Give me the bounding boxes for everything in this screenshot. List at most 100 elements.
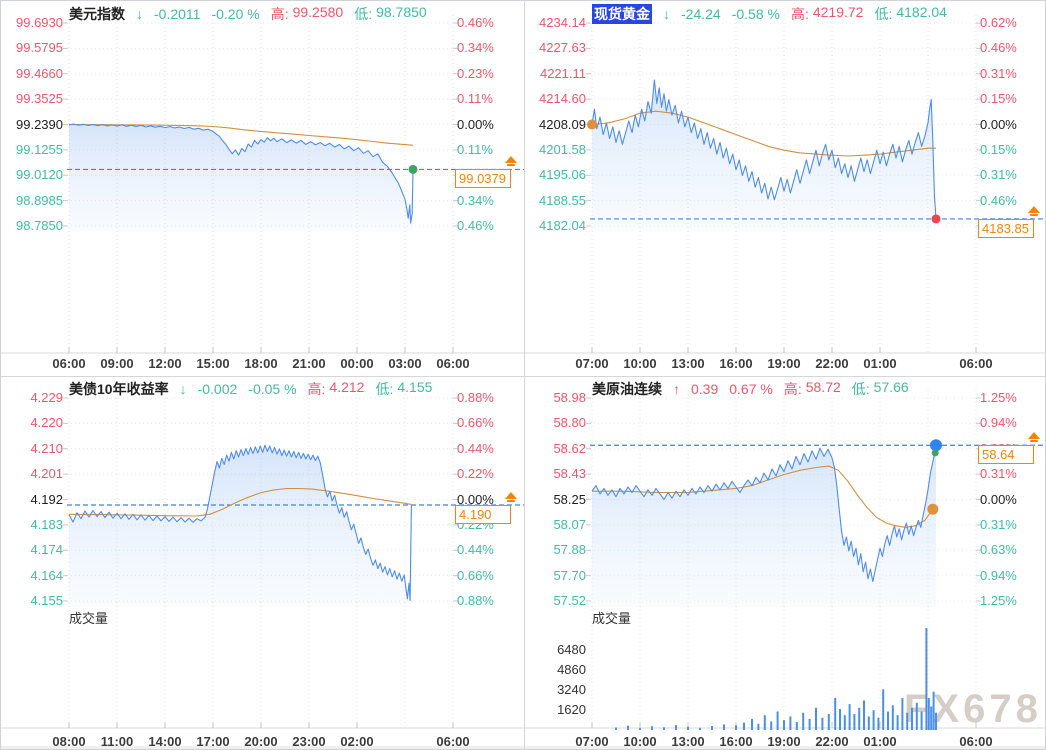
time-axis-label: 06:00	[436, 356, 470, 371]
price-chart[interactable]	[524, 1, 1046, 376]
time-axis-label: 14:00	[148, 734, 182, 749]
high-value: 58.72	[805, 379, 841, 395]
area-fill	[69, 445, 412, 607]
last-price-dot	[931, 449, 939, 457]
time-axis-label: 18:00	[244, 356, 278, 371]
axis-ticks	[63, 397, 458, 728]
time-axis-label: 22:00	[815, 356, 849, 371]
time-axis-label: 23:00	[292, 734, 326, 749]
high-label: 高:	[270, 6, 289, 22]
area-fill	[592, 445, 936, 607]
right-axis-label: 0.46%	[457, 15, 494, 30]
last-price-dot	[408, 164, 418, 174]
time-axis-label: 01:00	[863, 356, 897, 371]
time-axis-label: 07:00	[575, 734, 609, 749]
price-line	[68, 444, 412, 602]
panel-spot-gold: 现货黄金 ↓ -24.24 -0.58 % 高: 4219.72 低: 4182.0…	[524, 1, 1046, 376]
price-pointer-icon[interactable]	[504, 156, 518, 166]
last-price-value: 4183.85	[982, 221, 1029, 236]
high-label: 高:	[790, 6, 809, 22]
instrument-name[interactable]: 美债10年收益率	[69, 381, 169, 397]
last-price-dot	[927, 503, 939, 515]
left-axis-label: 4.201	[30, 466, 63, 482]
left-axis-label: 99.5795	[16, 40, 63, 56]
time-axis-label: 21:00	[292, 356, 326, 371]
change-value: -24.24	[681, 6, 721, 22]
instrument-name[interactable]: 美原油连续	[592, 381, 662, 397]
time-axis-label: 06:00	[959, 734, 993, 749]
left-axis-label: 4182.04	[539, 218, 586, 233]
time-axis-label: 08:00	[52, 734, 86, 749]
left-axis-label: 58.98	[553, 390, 586, 405]
high-label: 高:	[307, 381, 326, 397]
time-axis-label: 19:00	[767, 356, 801, 371]
panel-us-crude-oil: 美原油连续 ↑ 0.39 0.67 % 高: 58.72 低: 57.66 成交量 …	[524, 376, 1046, 750]
price-line	[591, 79, 937, 219]
price-pointer-icon[interactable]	[504, 492, 518, 502]
left-axis-label: 4.155	[30, 593, 63, 608]
area-fill	[592, 80, 936, 232]
volume-bars	[615, 628, 937, 730]
time-axis-label: 00:00	[340, 356, 374, 371]
right-axis-label: 0.94%	[980, 567, 1017, 583]
left-axis-label: 4234.14	[539, 15, 586, 30]
time-axis-label: 12:00	[148, 356, 182, 371]
average-line	[68, 487, 412, 517]
area-fill	[69, 124, 413, 232]
change-value: 0.39	[691, 381, 719, 397]
price-chart[interactable]	[1, 1, 524, 376]
left-axis-label: 58.25	[553, 491, 586, 507]
left-axis-label: 4.220	[30, 415, 63, 431]
right-axis-label: 0.15%	[980, 141, 1017, 157]
volume-axis-label: 3240	[557, 682, 586, 697]
left-axis-label: 99.3525	[16, 91, 63, 107]
time-axis-label: 13:00	[671, 356, 705, 371]
volume-axis-label: 6480	[557, 642, 586, 657]
low-label: 低:	[375, 381, 394, 397]
price-chart[interactable]	[1, 376, 524, 750]
left-axis-label: 4227.63	[539, 40, 586, 56]
right-axis-label: 0.11%	[457, 141, 493, 157]
change-percent: -0.20 %	[211, 6, 260, 22]
right-axis-label: 0.46%	[457, 218, 494, 233]
time-axis-label: 15:00	[196, 356, 230, 371]
left-axis-label: 99.1255	[16, 141, 63, 157]
volume-axis-label: 4860	[557, 662, 586, 677]
down-arrow-icon: ↓	[179, 381, 187, 397]
panel-header: 美债10年收益率 ↓ -0.002 -0.05 % 高: 4.212 低: 4.15…	[69, 379, 432, 399]
left-axis-label: 99.0120	[16, 167, 63, 183]
axis-ticks	[586, 22, 981, 353]
change-percent: -0.05 %	[248, 381, 297, 397]
time-axis-label: 10:00	[623, 734, 657, 749]
left-axis-label: 58.07	[553, 516, 586, 532]
right-axis-label: 0.00%	[980, 116, 1017, 132]
low-value: 57.66	[873, 379, 909, 395]
bottom-edge	[1, 746, 1045, 749]
instrument-name[interactable]: 现货黄金	[592, 4, 652, 24]
right-axis-label: 0.31%	[980, 516, 1017, 532]
time-axis-label: 10:00	[623, 356, 657, 371]
left-axis-label: 58.80	[553, 415, 586, 431]
right-axis-label: 0.66%	[457, 567, 494, 583]
time-axis-label: 03:00	[388, 356, 422, 371]
price-pointer-icon[interactable]	[1027, 432, 1041, 442]
left-axis-label: 57.52	[553, 593, 586, 608]
last-price-dot	[931, 214, 941, 224]
left-axis-label: 57.88	[553, 542, 586, 558]
axis-ticks	[63, 22, 458, 353]
volume-label: 成交量	[69, 611, 109, 626]
time-axis-label: 06:00	[959, 356, 993, 371]
price-chart[interactable]	[524, 376, 1046, 750]
left-axis-label: 4188.55	[539, 192, 586, 208]
change-value: -0.002	[197, 381, 238, 397]
high-value: 4.212	[329, 379, 365, 395]
low-value: 4182.04	[896, 4, 947, 20]
right-axis-label: 1.25%	[980, 390, 1017, 405]
instrument-name[interactable]: 美元指数	[69, 6, 125, 22]
time-axis-label: 02:00	[340, 734, 374, 749]
low-label: 低:	[354, 6, 373, 22]
change-percent: 0.67 %	[729, 381, 773, 397]
low-value: 98.7850	[376, 4, 427, 20]
price-pointer-icon[interactable]	[1027, 206, 1041, 216]
down-arrow-icon: ↓	[663, 6, 670, 22]
